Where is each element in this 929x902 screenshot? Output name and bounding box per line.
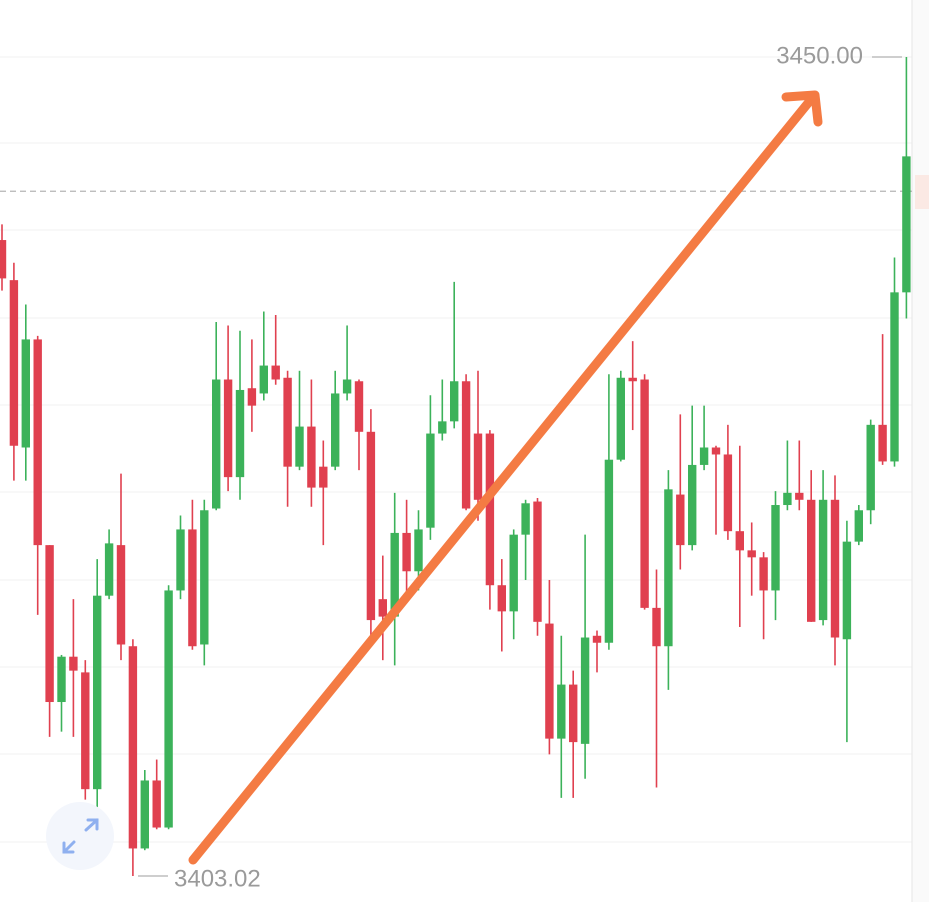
candle-body bbox=[461, 381, 471, 509]
candle-body bbox=[116, 545, 126, 645]
candle-body bbox=[628, 377, 637, 382]
candle-body bbox=[9, 280, 19, 446]
candle-body bbox=[509, 534, 518, 612]
candle-body bbox=[640, 379, 649, 608]
candle-body bbox=[93, 595, 102, 790]
candle-body bbox=[842, 541, 852, 640]
candle-body bbox=[533, 501, 542, 622]
candle-body bbox=[140, 780, 149, 849]
price-tag bbox=[915, 175, 929, 209]
candle-body bbox=[664, 489, 673, 647]
candle-body bbox=[783, 492, 792, 506]
candle-body bbox=[890, 292, 899, 462]
candle-body bbox=[569, 684, 578, 743]
candle-body bbox=[247, 388, 257, 406]
candle-body bbox=[164, 590, 173, 828]
candle-body bbox=[771, 505, 780, 591]
candle-body bbox=[866, 424, 875, 511]
candle-body bbox=[807, 499, 816, 622]
candle-body bbox=[818, 499, 828, 621]
candle-body bbox=[21, 339, 30, 448]
candle-body bbox=[450, 381, 459, 422]
trend-arrow bbox=[188, 90, 823, 865]
candle-body bbox=[878, 424, 887, 462]
candle-body bbox=[295, 426, 304, 467]
candle-body bbox=[235, 389, 245, 478]
candle-body bbox=[580, 637, 590, 744]
candle-body bbox=[223, 379, 233, 478]
candle-body bbox=[378, 599, 387, 617]
candle-body bbox=[0, 240, 7, 279]
candle-body bbox=[188, 529, 197, 647]
candle-body bbox=[402, 532, 411, 572]
candle-body bbox=[521, 503, 530, 535]
high-label: 3450.00 bbox=[776, 42, 863, 69]
candle-body bbox=[331, 393, 340, 467]
price-axis-panel bbox=[912, 0, 929, 902]
candle-body bbox=[81, 672, 90, 790]
candle-body bbox=[795, 492, 804, 500]
candle-body bbox=[545, 623, 554, 739]
candle-body bbox=[128, 646, 138, 849]
candle-body bbox=[616, 377, 625, 460]
candle-body bbox=[426, 433, 435, 528]
candle-body bbox=[283, 377, 292, 467]
candle-body bbox=[830, 499, 840, 638]
candle-body bbox=[497, 585, 506, 612]
candle-body bbox=[212, 379, 221, 509]
candle-body bbox=[200, 510, 209, 645]
candle-body bbox=[342, 379, 352, 394]
candles bbox=[0, 57, 911, 876]
candle-body bbox=[354, 381, 364, 432]
candle-body bbox=[176, 529, 185, 591]
candle-body bbox=[307, 426, 316, 488]
candle-body bbox=[152, 780, 161, 828]
candle-body bbox=[557, 684, 566, 739]
candle-body bbox=[45, 545, 54, 703]
candle-body bbox=[319, 466, 328, 488]
expand-button-bg[interactable] bbox=[46, 802, 114, 870]
candle-body bbox=[438, 421, 447, 434]
candle-body bbox=[902, 156, 911, 293]
candle-body bbox=[366, 431, 376, 621]
candle-body bbox=[69, 656, 78, 671]
candle-body bbox=[414, 529, 423, 572]
candle-body bbox=[485, 433, 495, 586]
candle-body bbox=[390, 532, 399, 617]
candle-body bbox=[759, 557, 768, 591]
candle-body bbox=[604, 459, 614, 643]
candle-body bbox=[747, 550, 756, 558]
candle-body bbox=[735, 531, 744, 551]
candle-body bbox=[271, 365, 280, 380]
candle-body bbox=[688, 464, 697, 546]
candle-body bbox=[652, 607, 661, 647]
candle-body bbox=[57, 656, 66, 703]
candle-body bbox=[699, 447, 709, 465]
expand-icon[interactable] bbox=[62, 818, 99, 854]
candle-body bbox=[33, 339, 42, 546]
candle-body bbox=[104, 543, 114, 596]
candle-body bbox=[723, 454, 733, 532]
candle-body bbox=[711, 447, 721, 455]
candle-body bbox=[676, 494, 685, 546]
candle-body bbox=[592, 635, 602, 643]
candle-body bbox=[854, 510, 863, 542]
low-label: 3403.02 bbox=[174, 865, 261, 892]
expand-button[interactable] bbox=[46, 802, 114, 870]
candle-body bbox=[473, 433, 483, 500]
candle-body bbox=[259, 365, 268, 394]
